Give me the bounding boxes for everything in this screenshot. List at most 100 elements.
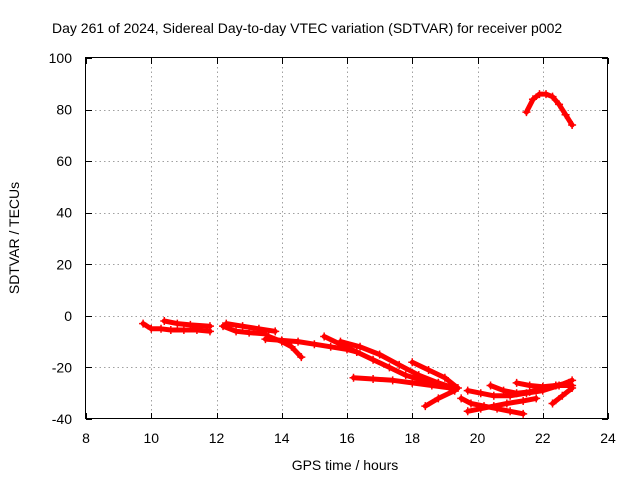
data-point-marker [310,340,319,349]
data-point-marker [421,402,430,411]
data-point-marker [489,402,498,411]
series-track-r [522,90,577,130]
y-tick-label: 80 [56,102,72,118]
data-point-marker [294,337,303,346]
data-point-marker [320,332,329,341]
x-tick-label: 22 [535,430,551,446]
data-point-marker [375,350,384,359]
data-point-marker [528,95,537,104]
data-point-marker [232,327,241,336]
data-point-marker [548,399,557,408]
data-point-marker [395,360,404,369]
data-point-marker [564,378,573,387]
data-point-marker [254,324,263,333]
data-point-marker [440,373,449,382]
data-point-marker [388,376,397,385]
data-point-marker [166,326,175,335]
data-point-marker [542,90,551,99]
data-point-marker [356,342,365,351]
series-line [409,359,461,391]
series-track-d [222,319,280,336]
data-point-marker [336,337,345,346]
tick-marks [86,58,609,420]
data-point-marker [512,389,521,398]
data-point-marker [205,322,214,331]
data-point-marker [457,394,466,403]
data-point-marker [489,391,498,400]
data-point-marker [179,326,188,335]
x-axis-tick-labels: 8 10 12 14 16 18 20 22 24 [82,430,616,446]
data-point-marker [532,394,541,403]
y-axis-label: SDTVAR / TECUs [6,182,22,294]
series-track-b [160,317,214,331]
data-point-marker [297,353,306,362]
data-point-marker [245,328,254,337]
data-point-marker [385,363,394,372]
data-point-marker [450,386,459,395]
data-point-marker [519,409,528,418]
data-point-marker [147,324,156,333]
y-tick-label: 60 [56,153,72,169]
series-track-n [463,394,541,416]
data-point-marker [476,404,485,413]
x-axis-label: GPS time / hours [292,457,399,473]
data-point-marker [519,396,528,405]
x-tick-label: 20 [470,430,486,446]
data-point-marker [463,407,472,416]
series-track-q [548,384,577,408]
x-tick-label: 24 [600,430,616,446]
y-tick-label: 40 [56,205,72,221]
x-tick-label: 14 [274,430,290,446]
data-point-marker [476,389,485,398]
data-point-marker [408,358,417,367]
y-tick-label: -40 [52,411,72,427]
x-tick-label: 10 [143,430,159,446]
x-tick-label: 8 [82,430,90,446]
x-tick-label: 16 [339,430,355,446]
grid [86,58,608,419]
data-point-marker [401,371,410,380]
series-track-k [421,386,459,411]
data-point-marker [551,381,560,390]
chart-title: Day 261 of 2024, Sidereal Day-to-day VTE… [52,20,562,36]
y-tick-label: 0 [64,308,72,324]
data-point-marker [222,319,231,328]
data-point-marker [369,355,378,364]
series-line [523,91,575,128]
x-tick-label: 12 [209,430,225,446]
data-point-marker [139,319,148,328]
data-point-marker [352,347,361,356]
data-point-marker [538,382,547,391]
data-point-marker [186,320,195,329]
data-point-marker [408,378,417,387]
data-point-marker [568,384,577,393]
y-tick-label: 20 [56,256,72,272]
y-tick-label: -20 [52,359,72,375]
data-point-marker [414,371,423,380]
data-point-marker [466,399,475,408]
data-point-marker [486,381,495,390]
series-track-i [349,373,456,393]
series-track-p [512,378,573,391]
data-point-marker [264,332,273,341]
data-point-marker [502,399,511,408]
data-point-marker [434,394,443,403]
series-track-f [264,332,306,362]
data-point-marker [349,373,358,382]
data-point-marker [506,407,515,416]
data-point-marker [555,100,564,109]
data-point-marker [525,381,534,390]
data-point-marker [326,342,335,351]
data-point-marker [548,92,557,101]
data-point-marker [369,375,378,384]
x-tick-label: 18 [404,430,420,446]
data-point-marker [463,386,472,395]
series-line [223,321,278,334]
data-point-marker [558,391,567,400]
data-point-marker [522,108,531,117]
data-point-marker [287,342,296,351]
data-point-marker [424,366,433,375]
data-point-marker [499,386,508,395]
data-point-marker [277,337,286,346]
